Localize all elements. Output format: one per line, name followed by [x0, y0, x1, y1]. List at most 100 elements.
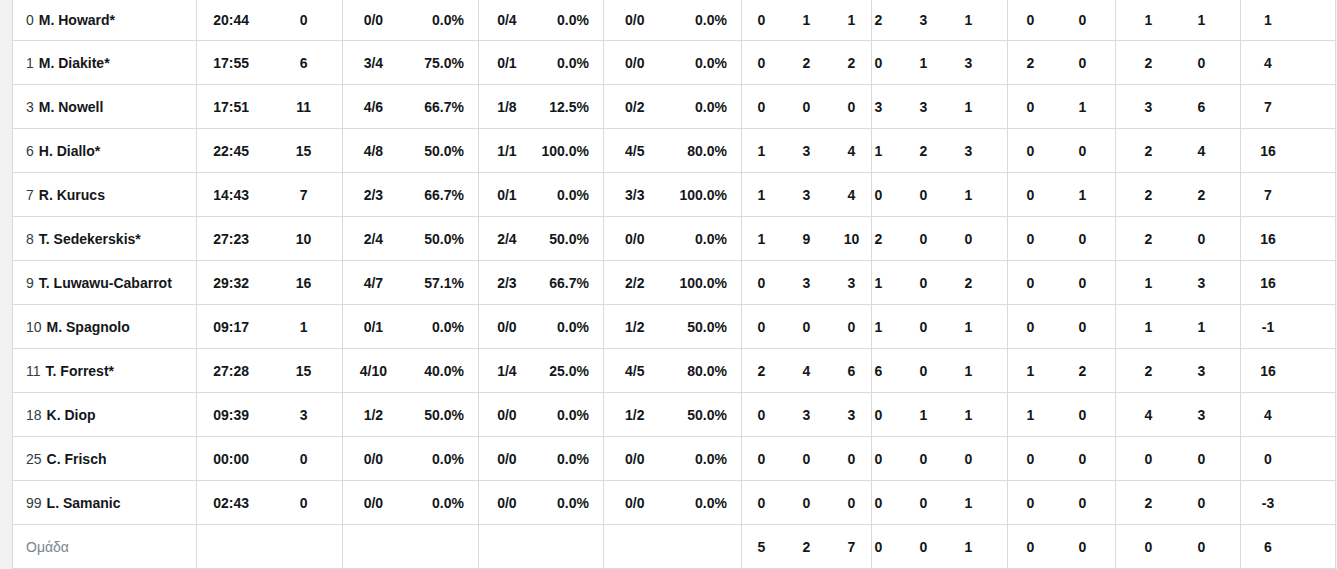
ft-cell: 1/250.0% [604, 393, 742, 437]
fouls-cell: 11 [1116, 0, 1241, 41]
player-row: 8T. Sedekerskis*27:23102/450.0%2/450.0%0… [13, 217, 1336, 261]
steals: 0 [901, 363, 946, 379]
player-name-cell[interactable]: 6H. Diallo* [13, 129, 197, 173]
steals: 2 [901, 143, 946, 159]
player-row: 18K. Diop09:3931/250.0%0/00.0%1/250.0%03… [13, 393, 1336, 437]
blocks-favor: 0 [1008, 495, 1053, 511]
player-row: 7R. Kurucs14:4372/366.7%0/10.0%3/3100.0%… [13, 173, 1336, 217]
player-name-cell[interactable]: 8T. Sedekerskis* [13, 217, 197, 261]
2pt-made-attempted: 4/7 [343, 275, 404, 291]
rebounds-cell: 527 [742, 525, 872, 569]
turnovers: 1 [946, 363, 991, 379]
offensive-rebounds: 0 [742, 99, 785, 115]
fouls-cell: 00 [1116, 525, 1241, 569]
minutes-points-cell: 00:000 [197, 437, 343, 481]
ft-cell: 2/2100.0% [604, 261, 742, 305]
defensive-rebounds: 2 [784, 55, 829, 71]
player-row: 25C. Frisch00:0000/00.0%0/00.0%0/00.0%00… [13, 437, 1336, 481]
rebounds-cell: 000 [742, 305, 872, 349]
3pt-made-attempted: 2/3 [479, 275, 535, 291]
player-name: M. Spagnolo [47, 319, 130, 335]
steals: 0 [901, 187, 946, 203]
total-rebounds: 0 [829, 451, 872, 467]
2pt-percentage: 0.0% [404, 451, 478, 467]
minutes-value: 29:32 [197, 275, 265, 291]
turnovers: 2 [946, 275, 991, 291]
defensive-rebounds: 3 [784, 407, 829, 423]
3pt-made-attempted: 0/0 [479, 407, 535, 423]
points-value: 10 [265, 231, 342, 247]
blocks-favor: 1 [1008, 363, 1053, 379]
turnovers: 1 [946, 99, 991, 115]
minutes-value: 27:28 [197, 363, 265, 379]
2pt-percentage: 50.0% [404, 143, 478, 159]
points-value: 15 [265, 143, 342, 159]
2pt-cell: 4/850.0% [343, 129, 479, 173]
offensive-rebounds: 0 [742, 407, 785, 423]
fouls-cell: 36 [1116, 85, 1241, 129]
3pt-made-attempted: 1/4 [479, 363, 535, 379]
player-name-cell[interactable]: 99L. Samanic [13, 481, 197, 525]
points-value: 7 [265, 187, 342, 203]
3pt-percentage: 0.0% [535, 55, 603, 71]
blocks-against: 0 [1060, 407, 1105, 423]
offensive-rebounds: 0 [742, 55, 785, 71]
minutes-value: 14:43 [197, 187, 265, 203]
minutes-points-cell: 02:430 [197, 481, 343, 525]
ft-percentage: 0.0% [666, 451, 741, 467]
player-row: 0M. Howard*20:4400/00.0%0/40.0%0/00.0%01… [13, 0, 1336, 41]
3pt-percentage: 0.0% [535, 495, 603, 511]
2pt-cell: 1/250.0% [343, 393, 479, 437]
assists: 0 [872, 539, 902, 555]
player-name-cell[interactable]: 25C. Frisch [13, 437, 197, 481]
ft-cell: 0/00.0% [604, 481, 742, 525]
blocks-against: 0 [1060, 451, 1105, 467]
assists-steals-turnovers-cell: 013 [872, 41, 1008, 85]
steals: 0 [901, 539, 946, 555]
offensive-rebounds: 0 [742, 12, 785, 28]
ft-cell [604, 525, 742, 569]
2pt-cell: 0/00.0% [343, 481, 479, 525]
player-number: 0 [26, 12, 34, 28]
2pt-cell: 2/366.7% [343, 173, 479, 217]
pir-cell: 7 [1241, 85, 1336, 129]
minutes-value: 17:51 [197, 99, 265, 115]
minutes-points-cell: 09:393 [197, 393, 343, 437]
fouls-received: 4 [1179, 143, 1224, 159]
rebounds-cell: 000 [742, 85, 872, 129]
offensive-rebounds: 1 [742, 143, 785, 159]
steals: 3 [901, 12, 946, 28]
blocks-cell: 01 [1008, 85, 1116, 129]
ft-made-attempted: 4/5 [604, 143, 666, 159]
player-name-cell[interactable]: 0M. Howard* [13, 0, 197, 41]
ft-cell: 1/250.0% [604, 305, 742, 349]
ft-cell: 0/20.0% [604, 85, 742, 129]
ft-percentage: 100.0% [666, 275, 741, 291]
fouls-received: 3 [1179, 407, 1224, 423]
player-name-cell[interactable]: 1M. Diakite* [13, 41, 197, 85]
player-name-cell[interactable]: 11T. Forrest* [13, 349, 197, 393]
rebounds-cell: 000 [742, 437, 872, 481]
player-name-cell[interactable]: 18K. Diop [13, 393, 197, 437]
3pt-made-attempted: 1/1 [479, 143, 535, 159]
2pt-cell [343, 525, 479, 569]
minutes-value: 02:43 [197, 495, 265, 511]
assists-steals-turnovers-cell: 001 [872, 173, 1008, 217]
player-name-cell[interactable]: 10M. Spagnolo [13, 305, 197, 349]
blocks-against: 0 [1060, 319, 1105, 335]
total-rebounds: 4 [829, 143, 872, 159]
fouls-committed: 1 [1126, 12, 1171, 28]
2pt-made-attempted: 1/2 [343, 407, 404, 423]
defensive-rebounds: 3 [784, 143, 829, 159]
fouls-committed: 2 [1126, 231, 1171, 247]
ft-made-attempted: 1/2 [604, 407, 666, 423]
assists: 1 [872, 275, 902, 291]
player-name: L. Samanic [47, 495, 121, 511]
defensive-rebounds: 3 [784, 275, 829, 291]
player-name-cell[interactable]: 9T. Luwawu-Cabarrot [13, 261, 197, 305]
player-name-cell[interactable]: 3M. Nowell [13, 85, 197, 129]
steals: 1 [901, 407, 946, 423]
assists-steals-turnovers-cell: 200 [872, 217, 1008, 261]
player-name-cell[interactable]: 7R. Kurucs [13, 173, 197, 217]
minutes-points-cell: 29:3216 [197, 261, 343, 305]
